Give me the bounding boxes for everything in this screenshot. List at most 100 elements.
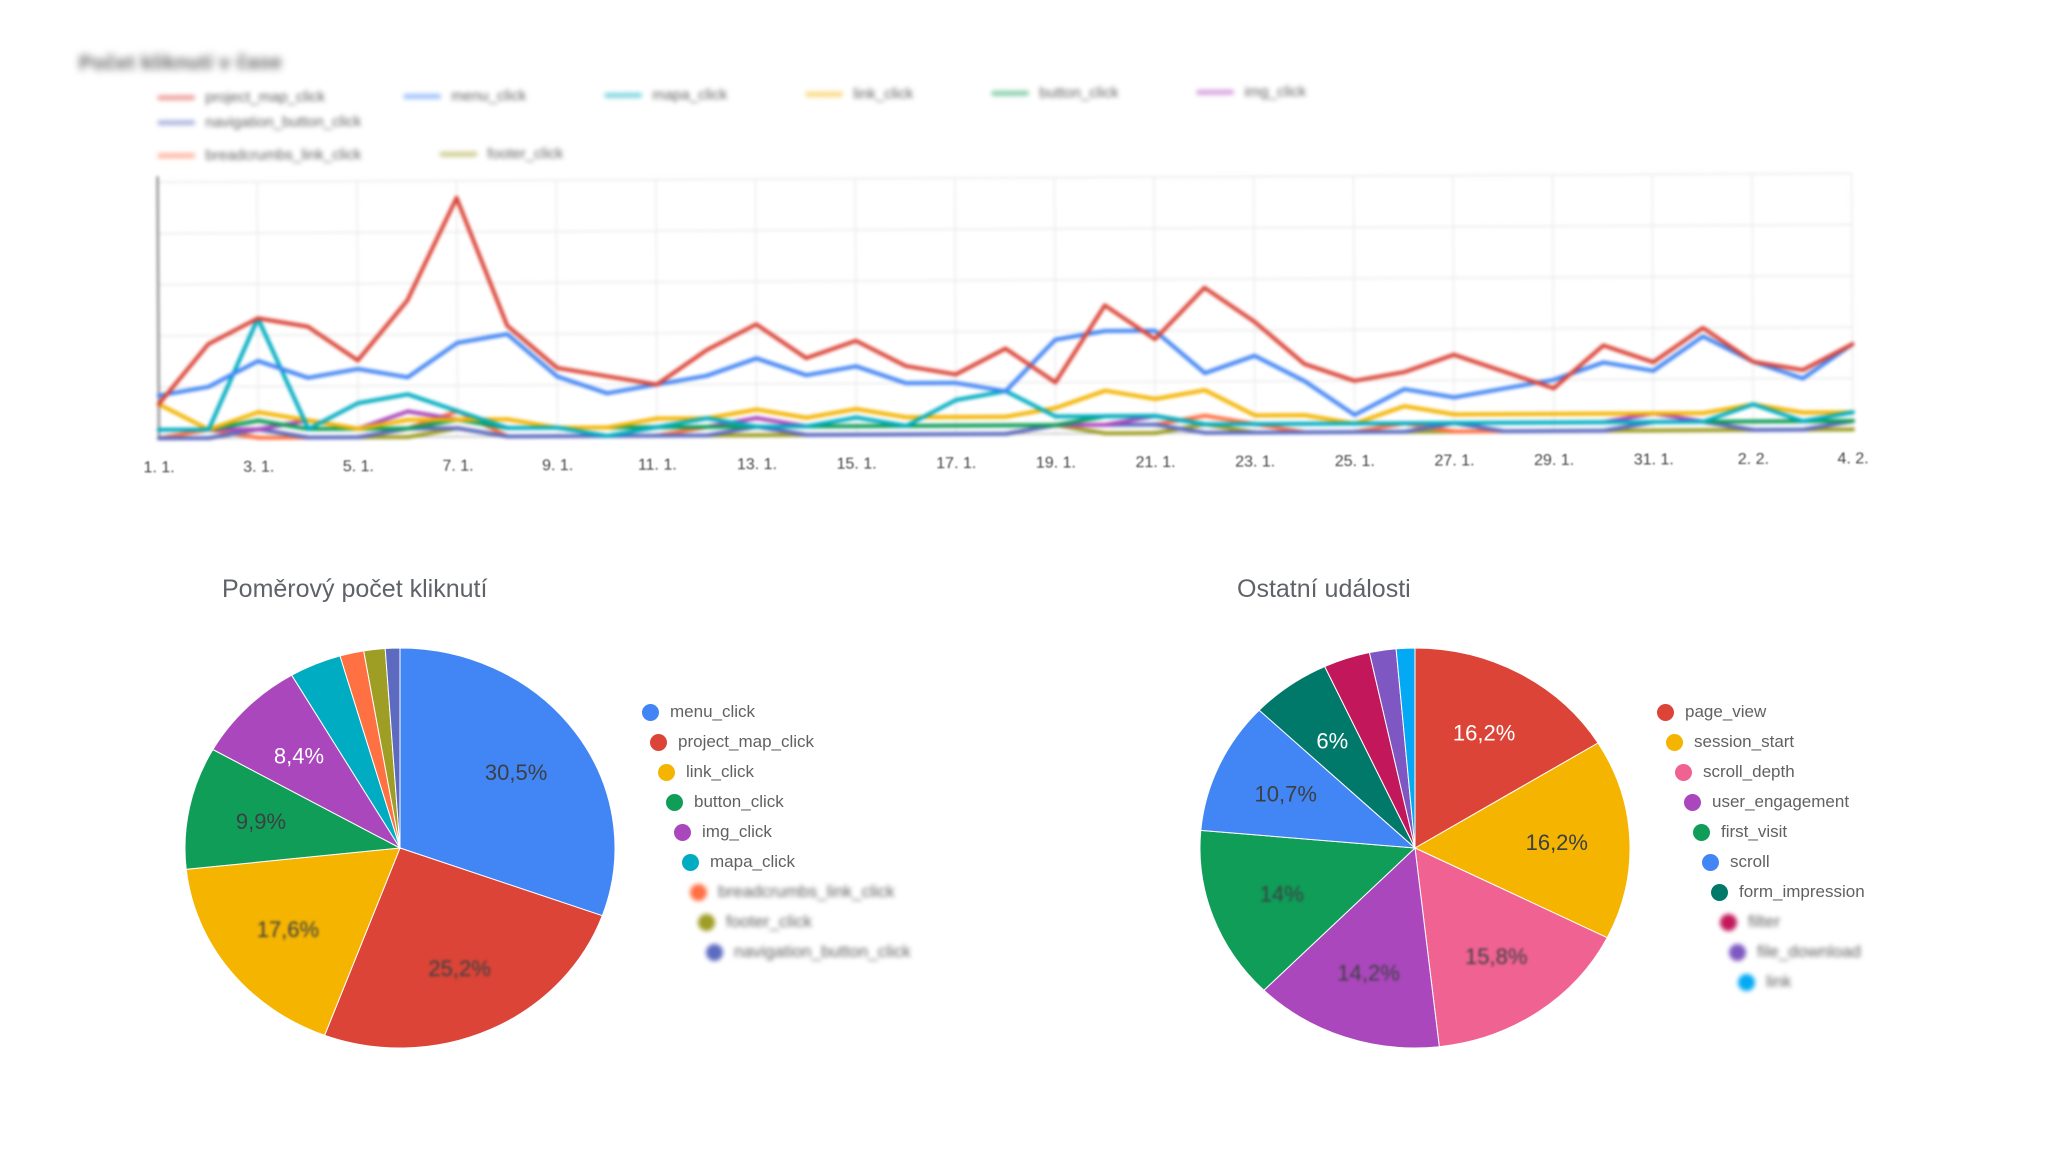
v-gridline: [256, 181, 260, 438]
pie-slice-user_engagement[interactable]: [1263, 846, 1440, 1049]
legend-item-breadcrumbs_link_click[interactable]: breadcrumbs_link_click: [690, 882, 911, 902]
legend-item-form_impression[interactable]: form_impression: [1711, 882, 1865, 902]
pie-slice-label-session_start: 16,2%: [1526, 830, 1588, 855]
legend-dot: [1729, 943, 1746, 961]
legend-label: button_click: [694, 792, 784, 811]
legend-item-scroll[interactable]: scroll: [1702, 852, 1865, 872]
legend-dot: [1702, 853, 1719, 871]
legend-dot: [1711, 883, 1728, 901]
legend-label: navigation_button_click: [734, 942, 911, 961]
legend-dot: [1720, 913, 1737, 931]
legend-item-navigation_button_click[interactable]: navigation_button_click: [157, 113, 361, 131]
legend-dot: [650, 733, 667, 751]
legend-label: file_download: [1757, 942, 1861, 961]
legend-dot: [1675, 763, 1692, 781]
legend-item-footer_click[interactable]: footer_click: [698, 912, 911, 932]
legend-label: footer_click: [487, 145, 564, 163]
legend-item-mapa_click[interactable]: mapa_click: [604, 86, 727, 104]
legend-item-file_download[interactable]: file_download: [1729, 942, 1865, 962]
pie-slice-link[interactable]: [1395, 647, 1416, 849]
pie-slice-label-page_view: 16,2%: [1453, 721, 1515, 746]
legend-label: page_view: [1685, 702, 1767, 721]
series-line-menu_click[interactable]: [156, 327, 1855, 421]
legend-row-break: [157, 133, 1447, 140]
pie-slice-project_map_click[interactable]: [323, 847, 603, 1049]
h-gridline: [157, 223, 1852, 235]
y-axis-line: [156, 176, 160, 439]
x-tick-label: 13. 1.: [737, 456, 777, 473]
legend-label: link: [1766, 972, 1792, 991]
legend-item-filter[interactable]: filter: [1720, 912, 1865, 932]
legend-label: session_start: [1694, 732, 1795, 751]
legend-label: project_map_click: [678, 732, 815, 751]
legend-item-menu_click[interactable]: menu_click: [403, 87, 526, 105]
h-gridline: [158, 275, 1853, 286]
legend-item-scroll_depth[interactable]: scroll_depth: [1675, 762, 1865, 782]
line-plot-area: [156, 172, 1855, 441]
pie-slice-label-link_click: 17,6%: [257, 917, 319, 942]
legend-item-img_click[interactable]: img_click: [674, 822, 911, 842]
pie-slice-label-scroll_depth: 15,8%: [1465, 944, 1527, 969]
pie-slice-label-menu_click: 30,5%: [485, 760, 547, 785]
pie-slice-first_visit[interactable]: [1199, 829, 1417, 991]
legend-item-user_engagement[interactable]: user_engagement: [1684, 792, 1865, 812]
v-gridline: [1352, 176, 1356, 433]
legend-item-session_start[interactable]: session_start: [1666, 732, 1865, 752]
legend-label: link_click: [686, 762, 755, 781]
v-gridline: [356, 181, 359, 438]
pie-slice-page_view[interactable]: [1414, 647, 1599, 849]
series-line-navigation_button_click[interactable]: [156, 418, 1855, 441]
line-chart-canvas: 1. 1. 3. 1. 5. 1. 7. 1. 9. 1. 11. 1. 13. 1. 15.…: [143, 172, 1869, 476]
legend-item-footer_click[interactable]: footer_click: [439, 145, 563, 163]
x-tick-label: 17. 1.: [936, 455, 976, 472]
line-chart-legend: project_map_click menu_click mapa_click lin…: [157, 83, 1447, 165]
legend-label: scroll: [1730, 852, 1770, 871]
legend-line-swatch: [805, 91, 844, 97]
v-gridline: [1651, 174, 1655, 431]
v-gridline: [655, 179, 658, 436]
pie-slice-scroll_depth[interactable]: [1414, 847, 1608, 1048]
legend-label: menu_click: [451, 87, 527, 105]
legend-item-project_map_click[interactable]: project_map_click: [157, 88, 325, 106]
legend-line-swatch: [604, 92, 643, 98]
legend-label: breadcrumbs_link_click: [718, 882, 895, 901]
x-tick-label: 21. 1.: [1135, 454, 1175, 471]
legend-item-img_click[interactable]: img_click: [1196, 83, 1306, 101]
legend-item-menu_click[interactable]: menu_click: [642, 702, 911, 722]
pie-slice-session_start[interactable]: [1413, 742, 1631, 939]
legend-item-button_click[interactable]: button_click: [666, 792, 911, 812]
legend-dot: [1693, 823, 1710, 841]
legend-line-swatch: [991, 90, 1030, 96]
legend-label: user_engagement: [1712, 792, 1850, 811]
line-chart-section: Počet kliknutí v čase project_map_click m…: [79, 43, 1881, 477]
x-tick-label: 3. 1.: [243, 459, 274, 476]
legend-item-link_click[interactable]: link_click: [805, 85, 913, 103]
legend-item-button_click[interactable]: button_click: [991, 84, 1119, 102]
legend-item-project_map_click[interactable]: project_map_click: [650, 732, 911, 752]
legend-label: mapa_click: [710, 852, 796, 871]
series-line-link_click[interactable]: [156, 387, 1855, 432]
x-tick-label: 31. 1.: [1634, 451, 1674, 468]
legend-item-link[interactable]: link: [1738, 972, 1865, 992]
legend-item-breadcrumbs_link_click[interactable]: breadcrumbs_link_click: [157, 146, 361, 164]
x-axis-labels: 1. 1. 3. 1. 5. 1. 7. 1. 9. 1. 11. 1. 13. 1. 15.…: [143, 450, 1868, 476]
pie-slice-img_click[interactable]: [212, 674, 402, 850]
legend-item-navigation_button_click[interactable]: navigation_button_click: [706, 942, 911, 962]
legend-item-mapa_click[interactable]: mapa_click: [682, 852, 911, 872]
pie-other-events-legend: page_view session_start scroll_depth user_e…: [1657, 702, 1865, 992]
series-line-project_map_click[interactable]: [156, 191, 1855, 407]
legend-label: navigation_button_click: [205, 113, 362, 132]
legend-item-link_click[interactable]: link_click: [658, 762, 911, 782]
pie-click-share-canvas: 30,5% 25,2% 17,6% 9,9% 8,4%: [184, 647, 616, 1049]
pie-slice-button_click[interactable]: [184, 748, 402, 870]
legend-item-page_view[interactable]: page_view: [1657, 702, 1865, 722]
pie-slice-menu_click[interactable]: [399, 647, 616, 917]
legend-dot: [1738, 973, 1755, 991]
legend-item-first_visit[interactable]: first_visit: [1693, 822, 1865, 842]
pie-slice-link_click[interactable]: [185, 847, 401, 1036]
pie-other-events-body: 16,2% 16,2% 15,8% 14,2% 14% 10,7% 6% page_view…: [1195, 642, 2048, 1058]
pie-slice-label-form_impression: 6%: [1316, 729, 1348, 754]
pie-slice-scroll[interactable]: [1200, 709, 1417, 849]
x-tick-label: 4. 2.: [1837, 450, 1868, 467]
pie-slice-navigation_button_click[interactable]: [384, 647, 401, 849]
